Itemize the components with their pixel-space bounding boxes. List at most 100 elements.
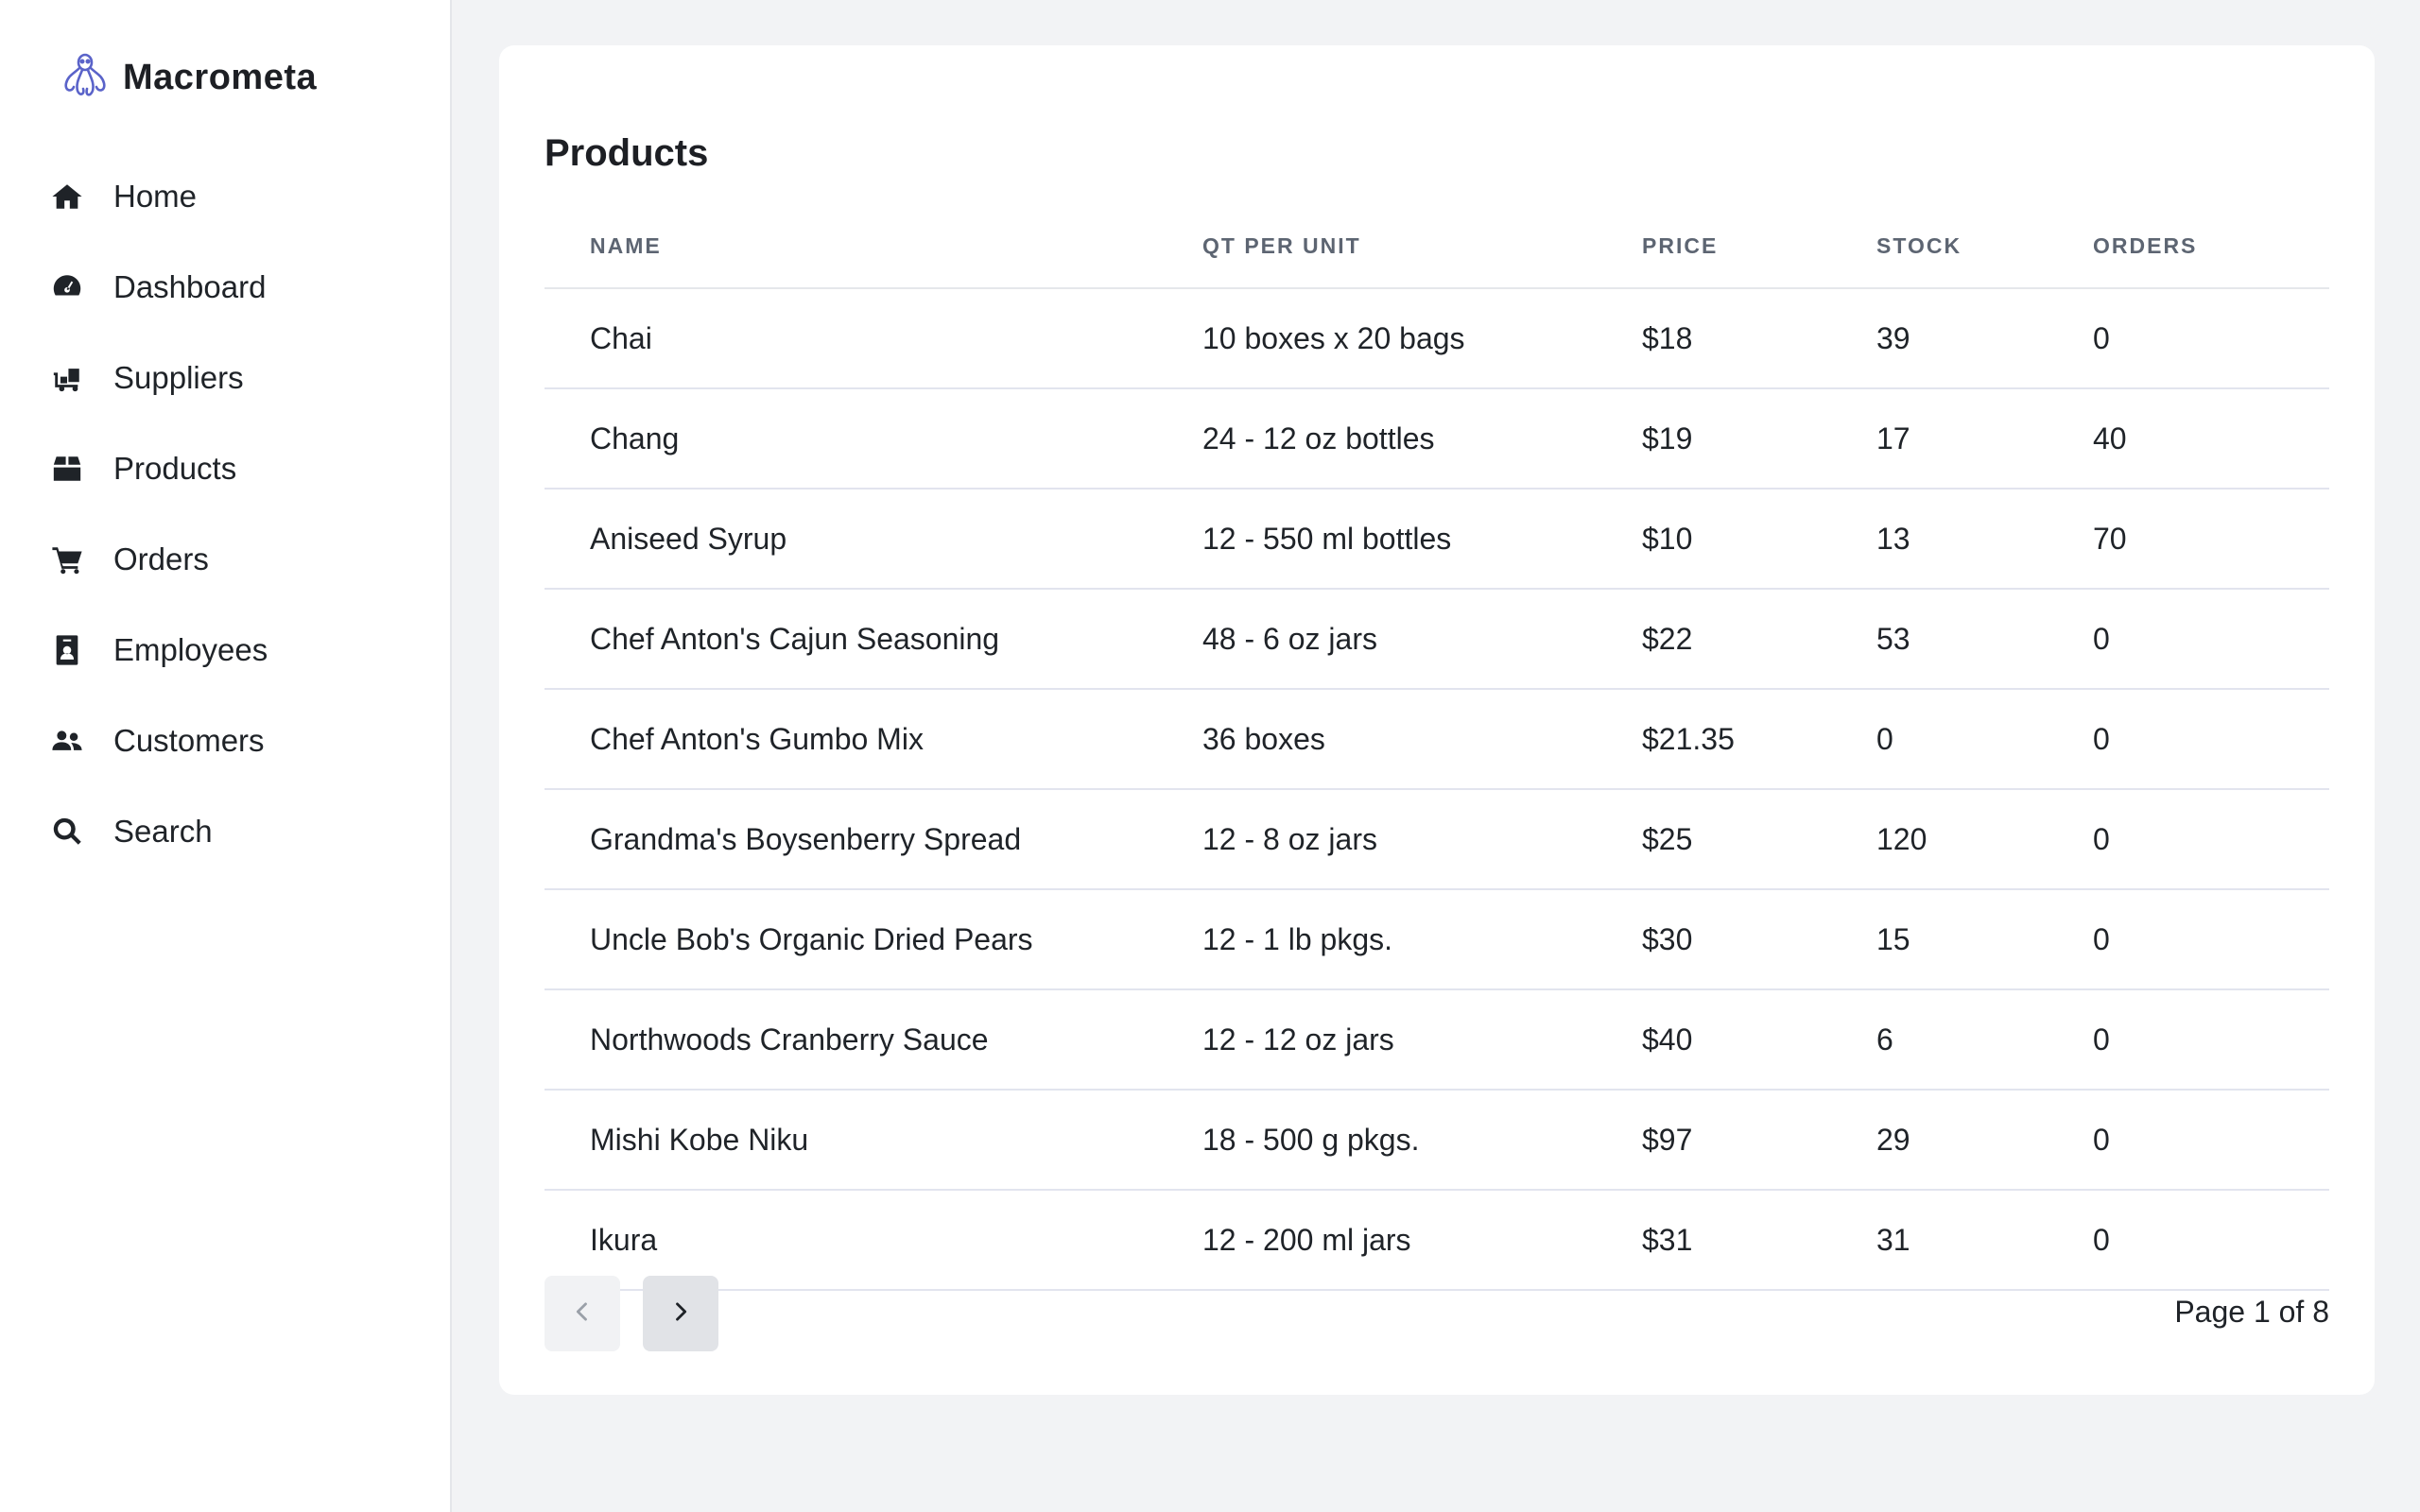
cell-name[interactable]: Chang bbox=[544, 388, 1202, 490]
sidebar-item-customers[interactable]: Customers bbox=[0, 696, 450, 786]
users-icon bbox=[51, 725, 83, 757]
table-row[interactable]: Chang 24 - 12 oz bottles $19 17 40 bbox=[544, 388, 2329, 490]
cell-price: $21.35 bbox=[1642, 689, 1876, 790]
column-header-price[interactable]: PRICE bbox=[1642, 204, 1876, 289]
cell-orders: 0 bbox=[2093, 689, 2329, 790]
cell-name[interactable]: Uncle Bob's Organic Dried Pears bbox=[544, 889, 1202, 990]
cell-qt-per-unit: 24 - 12 oz bottles bbox=[1202, 388, 1642, 490]
sidebar-item-label: Suppliers bbox=[113, 360, 244, 395]
table-row[interactable]: Uncle Bob's Organic Dried Pears 12 - 1 l… bbox=[544, 889, 2329, 990]
column-header-orders[interactable]: ORDERS bbox=[2093, 204, 2329, 289]
cell-name[interactable]: Mishi Kobe Niku bbox=[544, 1090, 1202, 1191]
octopus-logo-icon bbox=[59, 49, 112, 107]
cell-stock: 6 bbox=[1876, 989, 2093, 1091]
cell-name[interactable]: Ikura bbox=[544, 1190, 1202, 1291]
cell-name[interactable]: Chef Anton's Gumbo Mix bbox=[544, 689, 1202, 790]
cell-price: $19 bbox=[1642, 388, 1876, 490]
sidebar-item-label: Orders bbox=[113, 541, 209, 576]
box-icon bbox=[51, 453, 83, 485]
cell-orders: 0 bbox=[2093, 589, 2329, 690]
cell-stock: 120 bbox=[1876, 789, 2093, 890]
sidebar-item-products[interactable]: Products bbox=[0, 423, 450, 514]
cart-icon bbox=[51, 543, 83, 576]
cell-orders: 0 bbox=[2093, 889, 2329, 990]
table-row[interactable]: Grandma's Boysenberry Spread 12 - 8 oz j… bbox=[544, 789, 2329, 890]
table-row[interactable]: Mishi Kobe Niku 18 - 500 g pkgs. $97 29 … bbox=[544, 1090, 2329, 1191]
cell-stock: 13 bbox=[1876, 489, 2093, 590]
cell-name[interactable]: Grandma's Boysenberry Spread bbox=[544, 789, 1202, 890]
brand[interactable]: Macrometa bbox=[59, 49, 317, 107]
cell-price: $10 bbox=[1642, 489, 1876, 590]
gauge-icon bbox=[51, 271, 83, 303]
cell-name[interactable]: Aniseed Syrup bbox=[544, 489, 1202, 590]
table-row[interactable]: Northwoods Cranberry Sauce 12 - 12 oz ja… bbox=[544, 989, 2329, 1091]
table-row[interactable]: Chef Anton's Cajun Seasoning 48 - 6 oz j… bbox=[544, 589, 2329, 690]
home-icon bbox=[51, 180, 83, 213]
cell-orders: 0 bbox=[2093, 1090, 2329, 1191]
sidebar-item-employees[interactable]: Employees bbox=[0, 605, 450, 696]
search-icon bbox=[51, 816, 83, 848]
cell-qt-per-unit: 12 - 1 lb pkgs. bbox=[1202, 889, 1642, 990]
pagination bbox=[544, 1276, 718, 1351]
column-header-name[interactable]: NAME bbox=[544, 204, 1202, 289]
sidebar-nav: Home Dashboard Suppliers Products Orders bbox=[0, 151, 450, 877]
products-table: NAME QT PER UNIT PRICE STOCK ORDERS Chai… bbox=[544, 204, 2329, 1291]
cell-orders: 40 bbox=[2093, 388, 2329, 490]
cell-stock: 17 bbox=[1876, 388, 2093, 490]
sidebar-item-label: Search bbox=[113, 814, 213, 849]
cell-qt-per-unit: 10 boxes x 20 bags bbox=[1202, 288, 1642, 389]
chevron-right-icon bbox=[667, 1298, 694, 1330]
brand-name: Macrometa bbox=[123, 58, 318, 97]
sidebar-item-label: Home bbox=[113, 179, 198, 214]
column-header-qt-per-unit[interactable]: QT PER UNIT bbox=[1202, 204, 1642, 289]
cell-qt-per-unit: 12 - 8 oz jars bbox=[1202, 789, 1642, 890]
page-title: Products bbox=[544, 132, 709, 174]
table-row[interactable]: Aniseed Syrup 12 - 550 ml bottles $10 13… bbox=[544, 489, 2329, 590]
page-indicator: Page 1 of 8 bbox=[2174, 1295, 2329, 1329]
cell-price: $25 bbox=[1642, 789, 1876, 890]
products-card: Products NAME QT PER UNIT PRICE STOCK OR… bbox=[499, 45, 2375, 1395]
table-header-row: NAME QT PER UNIT PRICE STOCK ORDERS bbox=[544, 204, 2329, 289]
cell-price: $40 bbox=[1642, 989, 1876, 1091]
cell-name[interactable]: Chef Anton's Cajun Seasoning bbox=[544, 589, 1202, 690]
cell-qt-per-unit: 48 - 6 oz jars bbox=[1202, 589, 1642, 690]
table-row[interactable]: Chef Anton's Gumbo Mix 36 boxes $21.35 0… bbox=[544, 689, 2329, 790]
id-badge-icon bbox=[51, 634, 83, 666]
cell-name[interactable]: Chai bbox=[544, 288, 1202, 389]
cell-stock: 53 bbox=[1876, 589, 2093, 690]
cell-qt-per-unit: 36 boxes bbox=[1202, 689, 1642, 790]
cell-price: $97 bbox=[1642, 1090, 1876, 1191]
sidebar: Macrometa Home Dashboard Suppliers Produ… bbox=[0, 0, 452, 1512]
sidebar-item-suppliers[interactable]: Suppliers bbox=[0, 333, 450, 423]
cell-orders: 0 bbox=[2093, 1190, 2329, 1291]
next-page-button[interactable] bbox=[643, 1276, 718, 1351]
previous-page-button[interactable] bbox=[544, 1276, 620, 1351]
cell-orders: 0 bbox=[2093, 789, 2329, 890]
sidebar-item-label: Products bbox=[113, 451, 237, 486]
table-row[interactable]: Ikura 12 - 200 ml jars $31 31 0 bbox=[544, 1190, 2329, 1291]
cell-orders: 0 bbox=[2093, 288, 2329, 389]
cell-stock: 0 bbox=[1876, 689, 2093, 790]
sidebar-item-dashboard[interactable]: Dashboard bbox=[0, 242, 450, 333]
cell-stock: 15 bbox=[1876, 889, 2093, 990]
table-row[interactable]: Chai 10 boxes x 20 bags $18 39 0 bbox=[544, 288, 2329, 389]
cell-qt-per-unit: 12 - 12 oz jars bbox=[1202, 989, 1642, 1091]
column-header-stock[interactable]: STOCK bbox=[1876, 204, 2093, 289]
sidebar-item-label: Customers bbox=[113, 723, 265, 758]
cell-price: $30 bbox=[1642, 889, 1876, 990]
truck-icon bbox=[51, 362, 83, 394]
cell-orders: 0 bbox=[2093, 989, 2329, 1091]
cell-price: $22 bbox=[1642, 589, 1876, 690]
cell-name[interactable]: Northwoods Cranberry Sauce bbox=[544, 989, 1202, 1091]
sidebar-item-home[interactable]: Home bbox=[0, 151, 450, 242]
sidebar-item-orders[interactable]: Orders bbox=[0, 514, 450, 605]
cell-stock: 31 bbox=[1876, 1190, 2093, 1291]
cell-stock: 29 bbox=[1876, 1090, 2093, 1191]
chevron-left-icon bbox=[569, 1298, 596, 1330]
cell-price: $18 bbox=[1642, 288, 1876, 389]
sidebar-item-search[interactable]: Search bbox=[0, 786, 450, 877]
sidebar-item-label: Dashboard bbox=[113, 269, 267, 304]
cell-stock: 39 bbox=[1876, 288, 2093, 389]
sidebar-item-label: Employees bbox=[113, 632, 268, 667]
cell-qt-per-unit: 12 - 550 ml bottles bbox=[1202, 489, 1642, 590]
